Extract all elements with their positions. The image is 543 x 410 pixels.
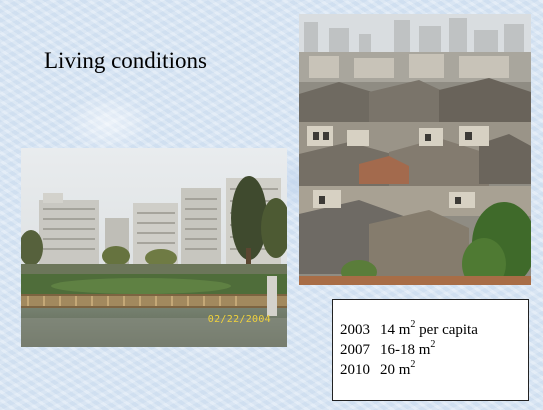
old-housing-rooftops-image	[299, 14, 531, 285]
living-space-stats-box: 2003 14 m2 per capita 2007 16-18 m2 2010 20…	[332, 299, 529, 401]
stat-year: 2003	[340, 322, 370, 338]
stat-row-2007: 2007 16-18 m2	[340, 340, 528, 360]
stat-unit-exponent: 2	[410, 319, 416, 330]
stat-value: 14 m	[380, 322, 411, 338]
stat-unit-exponent: 2	[410, 359, 416, 370]
apartment-blocks-image	[21, 148, 287, 347]
stat-year: 2007	[340, 342, 370, 358]
slide-title: Living conditions	[44, 48, 207, 73]
apartment-blocks-photo: 02/22/2004	[21, 148, 287, 347]
stat-unit-exponent: 2	[430, 339, 436, 350]
stat-value: 16-18 m	[380, 342, 431, 358]
photo-datestamp: 02/22/2004	[207, 314, 271, 325]
stat-row-2010: 2010 20 m2	[340, 360, 528, 380]
stat-year: 2010	[340, 362, 370, 378]
old-housing-photo	[299, 14, 531, 285]
stat-suffix: per capita	[415, 322, 478, 338]
stat-value: 20 m	[380, 362, 411, 378]
stat-row-2003: 2003 14 m2 per capita	[340, 320, 528, 340]
